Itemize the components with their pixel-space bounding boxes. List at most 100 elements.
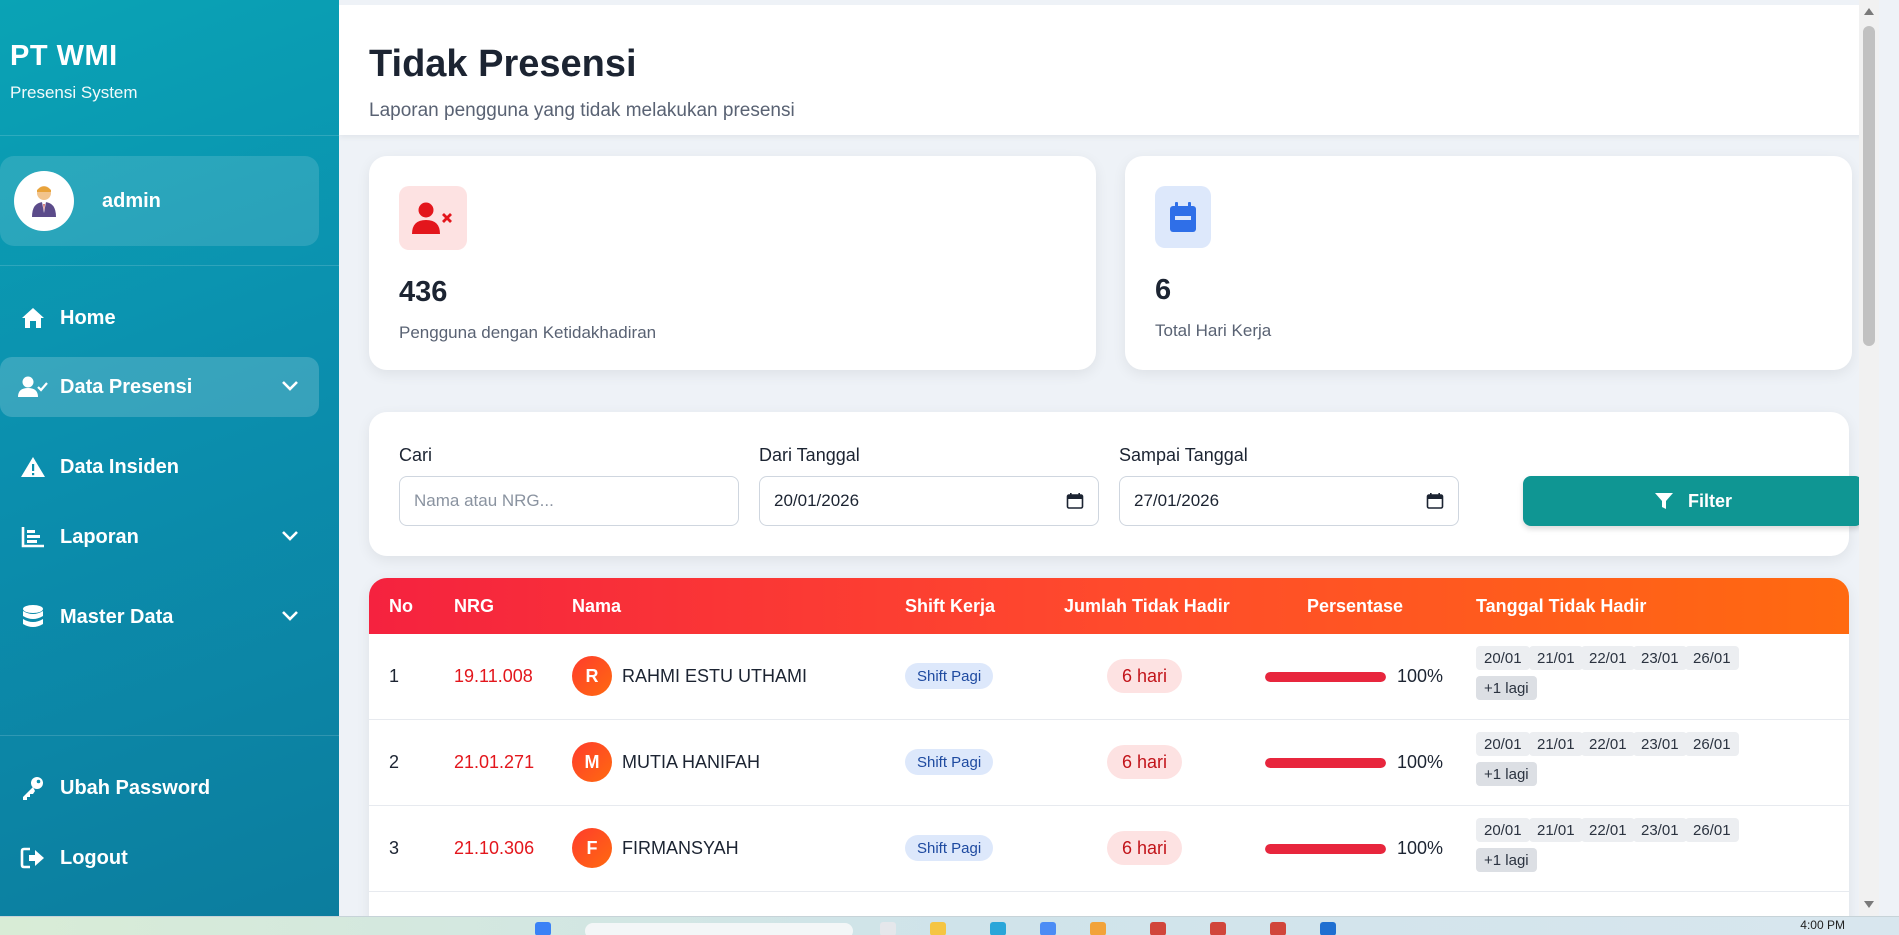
page-title: Tidak Presensi	[369, 43, 637, 85]
cell-nama: RAHMI ESTU UTHAMI	[622, 666, 808, 686]
table-row[interactable]	[369, 892, 1849, 916]
taskbar-app-icon[interactable]	[1320, 922, 1336, 935]
sidebar-item-logout[interactable]: Logout	[0, 828, 319, 888]
calendar-picker-icon[interactable]	[1066, 492, 1084, 515]
absent-date-chip: 23/01	[1633, 818, 1687, 842]
folder-icon[interactable]	[930, 922, 946, 935]
user-card[interactable]: admin	[0, 156, 319, 246]
warning-icon	[18, 455, 48, 479]
absence-count-badge: 6 hari	[1107, 831, 1183, 865]
sidebar-item-label: Logout	[60, 846, 128, 869]
percentage-bar	[1265, 672, 1386, 682]
taskbar: 4:00 PM	[0, 916, 1899, 935]
to-date-value: 27/01/2026	[1134, 491, 1220, 510]
scroll-thumb[interactable]	[1863, 26, 1875, 346]
scroll-up-arrow[interactable]	[1864, 8, 1874, 15]
column-header-tanggal: Tanggal Tidak Hadir	[1476, 596, 1647, 616]
from-date-field[interactable]: 20/01/2026	[759, 476, 1099, 526]
taskbar-app-icon[interactable]	[1090, 922, 1106, 935]
table-row[interactable]: 2 21.01.271 M MUTIA HANIFAH Shift Pagi 6 hari…	[369, 720, 1849, 806]
calendar-picker-icon[interactable]	[1426, 492, 1444, 515]
absent-date-chip: 21/01	[1529, 818, 1583, 842]
cell-persentase: 100%	[1397, 666, 1444, 686]
cell-no: 2	[389, 752, 400, 772]
chevron-down-icon	[281, 525, 299, 548]
user-check-icon	[18, 375, 48, 399]
table-row[interactable]: 3 21.10.306 F FIRMANSYAH Shift Pagi 6 hari 100…	[369, 806, 1849, 892]
brand-subtitle: Presensi System	[10, 83, 138, 102]
taskbar-app-icon[interactable]	[1040, 922, 1056, 935]
chrome-icon[interactable]	[1270, 922, 1286, 935]
cell-nrg: 21.10.306	[454, 838, 535, 858]
funnel-icon	[1654, 491, 1674, 511]
shift-badge: Shift Pagi	[905, 749, 994, 775]
absent-date-chip: 26/01	[1685, 818, 1739, 842]
to-date-field[interactable]: 27/01/2026	[1119, 476, 1459, 526]
stat-card-total-workdays: 6 Total Hari Kerja	[1125, 156, 1852, 370]
table-header: No NRG Nama Shift Kerja Jumlah Tidak Had…	[369, 578, 1849, 634]
stat-value: 436	[399, 276, 448, 308]
divider	[0, 735, 339, 736]
browser-icon[interactable]	[990, 922, 1006, 935]
page-header: Tidak Presensi Laporan pengguna yang tid…	[339, 0, 1879, 135]
percentage-bar	[1265, 758, 1386, 768]
chrome-icon[interactable]	[1210, 922, 1226, 935]
sidebar-item-data-presensi[interactable]: Data Presensi	[0, 357, 319, 417]
column-header-persentase: Persentase	[1307, 596, 1404, 616]
more-dates-chip[interactable]: +1 lagi	[1476, 762, 1537, 786]
user-x-icon	[399, 186, 467, 250]
sidebar-item-laporan[interactable]: Laporan	[0, 507, 319, 567]
filter-button[interactable]: Filter	[1523, 476, 1863, 526]
page-subtitle: Laporan pengguna yang tidak melakukan pr…	[369, 100, 795, 121]
sidebar-item-label: Data Presensi	[60, 375, 193, 398]
table-row[interactable]: 1 19.11.008 R RAHMI ESTU UTHAMI Shift Pagi 6 …	[369, 634, 1849, 720]
stat-label: Pengguna dengan Ketidakhadiran	[399, 323, 657, 342]
sidebar-item-label: Master Data	[60, 605, 174, 628]
absence-table: No NRG Nama Shift Kerja Jumlah Tidak Had…	[369, 578, 1849, 916]
clock: 4:00 PM	[1800, 918, 1845, 932]
scroll-down-arrow[interactable]	[1864, 901, 1874, 908]
chart-bar-icon	[18, 525, 48, 549]
absent-date-chip: 22/01	[1581, 818, 1635, 842]
calendar-icon	[1155, 186, 1211, 248]
shift-badge: Shift Pagi	[905, 663, 994, 689]
taskbar-search[interactable]	[585, 923, 853, 935]
sidebar-item-home[interactable]: Home	[0, 288, 319, 348]
from-date-value: 20/01/2026	[774, 491, 860, 510]
percentage-bar-fill	[1265, 672, 1386, 682]
sidebar-item-label: Laporan	[60, 525, 139, 548]
cell-nama: MUTIA HANIFAH	[622, 752, 761, 772]
name-initial-avatar: F	[572, 828, 612, 868]
user-name: admin	[102, 189, 161, 212]
main-content: Tidak Presensi Laporan pengguna yang tid…	[339, 0, 1879, 916]
sidebar-item-label: Data Insiden	[60, 455, 179, 478]
sidebar: PT WMI Presensi System admin Home Data P…	[0, 0, 339, 916]
absent-date-chip: 20/01	[1476, 818, 1530, 842]
name-initial-avatar: M	[572, 742, 612, 782]
more-dates-chip[interactable]: +1 lagi	[1476, 848, 1537, 872]
absent-date-chip: 21/01	[1529, 732, 1583, 756]
more-dates-chip[interactable]: +1 lagi	[1476, 676, 1537, 700]
absence-count-badge: 6 hari	[1107, 745, 1183, 779]
windows-start-icon[interactable]	[535, 922, 551, 935]
sidebar-item-ubah-password[interactable]: Ubah Password	[0, 758, 319, 818]
chevron-down-icon	[281, 375, 299, 398]
key-icon	[18, 775, 48, 801]
column-header-shift: Shift Kerja	[905, 596, 996, 616]
shift-badge: Shift Pagi	[905, 835, 994, 861]
chrome-icon[interactable]	[1150, 922, 1166, 935]
sidebar-item-label: Ubah Password	[60, 776, 211, 799]
scrollbar[interactable]	[1859, 0, 1879, 916]
stat-value: 6	[1155, 274, 1172, 306]
name-initial-avatar: R	[572, 656, 612, 696]
sidebar-item-master-data[interactable]: Master Data	[0, 587, 319, 647]
filter-button-label: Filter	[1687, 490, 1732, 511]
column-header-nama: Nama	[572, 596, 622, 616]
filter-card: Cari Nama atau NRG... Dari Tanggal 20/01…	[369, 412, 1863, 556]
sidebar-item-label: Home	[60, 306, 116, 329]
percentage-bar-fill	[1265, 758, 1386, 768]
home-icon	[18, 306, 48, 330]
taskbar-app-icon[interactable]	[880, 922, 896, 935]
sidebar-item-data-insiden[interactable]: Data Insiden	[0, 437, 319, 497]
search-input[interactable]: Nama atau NRG...	[399, 476, 739, 526]
